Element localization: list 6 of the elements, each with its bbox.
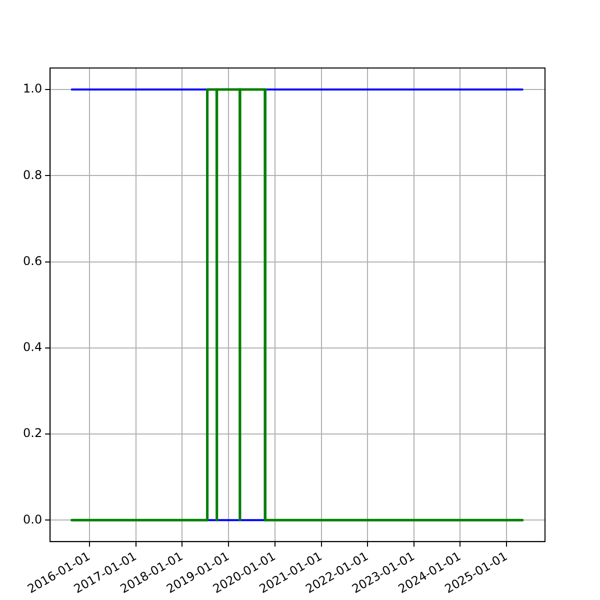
y-tick-label: 0.8	[22, 168, 42, 182]
y-tick-label: 0.2	[22, 426, 42, 440]
y-tick-label: 1.0	[22, 82, 42, 96]
y-tick-label: 0.6	[22, 254, 42, 268]
y-tick-label: 0.0	[22, 512, 42, 526]
y-tick-label: 0.4	[22, 340, 42, 354]
